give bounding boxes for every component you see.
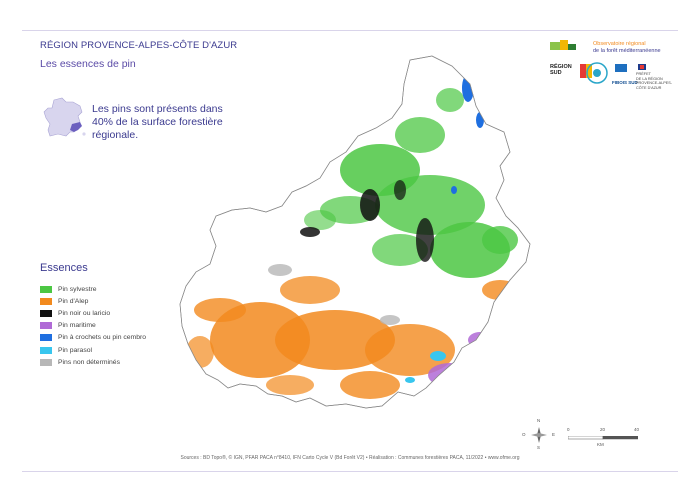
legend-swatch: [40, 309, 52, 317]
compass-east-label: E: [552, 432, 556, 437]
scale-tick-20: 20: [600, 427, 606, 432]
prefet-line-3: PROVENCE-ALPES-: [636, 81, 673, 85]
forest-patches: [186, 74, 518, 400]
stat-line: Les pins sont présents dans: [92, 103, 223, 115]
paca-highlight: [70, 122, 82, 132]
scale-tick-0: 0: [567, 427, 570, 432]
observatory-line-1: Observatoire régional: [593, 41, 646, 47]
pin-sylvestre-patches: [304, 88, 518, 278]
legend-label: Pin sylvestre: [58, 285, 97, 293]
partner-logos: [550, 40, 646, 84]
compass-rose-icon: [531, 427, 547, 443]
compass-west-label: O: [522, 432, 526, 437]
legend-item-pin-parasol: Pin parasol: [40, 344, 146, 356]
legend-label: Pin d'Alep: [58, 297, 89, 305]
region-line-2: SUD: [550, 70, 562, 76]
legend-label: Pin noir ou laricio: [58, 309, 111, 317]
map-frame: [22, 30, 678, 472]
observatory-logo-text: Observatoire régional de la forêt médite…: [593, 41, 661, 54]
legend-label: Pin à crochets ou pin cembro: [58, 334, 147, 342]
legend-item-pin-maritime: Pin maritime: [40, 320, 146, 332]
legend-swatch: [40, 285, 52, 293]
forest-stat-text: Les pins sont présents dans 40% de la su…: [92, 103, 262, 142]
legend-swatch: [40, 346, 52, 354]
region-sud-flag-icon: [580, 64, 586, 78]
legend-swatch: [40, 334, 52, 342]
compass-south-label: S: [537, 445, 541, 450]
pin-alep-patches: [186, 276, 518, 399]
map-title: Les essences de pin: [40, 58, 136, 70]
communes-forestieres-logo-icon: [586, 62, 608, 84]
observatory-line-2: de la forêt méditerranéenne: [593, 47, 661, 54]
france-inset-map: [43, 97, 86, 137]
legend-swatch: [40, 358, 52, 366]
legend-title: Essences: [40, 262, 88, 274]
scale-unit: KM: [597, 442, 604, 447]
prefet-line-2: DE LA RÉGION: [636, 76, 663, 81]
legend-item-pin-alep: Pin d'Alep: [40, 295, 146, 307]
region-sud-logo-text: RÉGION SUD: [550, 64, 572, 76]
fibois-logo-text: FIBOIS SUD: [612, 80, 638, 85]
legend-item-pin-noir: Pin noir ou laricio: [40, 307, 146, 319]
legend-label: Pin maritime: [58, 322, 96, 330]
legend-item-pin-sylvestre: Pin sylvestre: [40, 283, 146, 295]
compass-north-label: N: [537, 418, 541, 423]
pin-parasol-patches: [405, 351, 446, 383]
prefet-line-1: PRÉFET: [636, 72, 651, 76]
stat-line: 40% de la surface forestière: [92, 116, 223, 128]
pins-non-determines-patches: [268, 264, 400, 325]
region-title: RÉGION PROVENCE-ALPES-CÔTE D'AZUR: [40, 40, 238, 51]
sources-credit: Sources : BD Topo®, © IGN, PFAR PACA n°8…: [180, 455, 520, 461]
legend: Pin sylvestre Pin d'Alep Pin noir ou lar…: [40, 283, 146, 368]
legend-swatch: [40, 297, 52, 305]
fibois-logo-icon: [615, 64, 627, 72]
stat-line: régionale.: [92, 129, 139, 141]
pin-noir-patches: [300, 180, 434, 262]
scale-bar: [568, 436, 638, 440]
legend-item-pins-non-determines: Pins non déterminés: [40, 356, 146, 368]
region-line-1: RÉGION: [550, 64, 572, 70]
observatory-logo-icon: [550, 42, 560, 50]
prefet-line-4: CÔTE D'AZUR: [636, 85, 662, 90]
scale-tick-40: 40: [634, 427, 640, 432]
legend-item-pin-crochets: Pin à crochets ou pin cembro: [40, 332, 146, 344]
paca-pine-map: [179, 55, 531, 409]
legend-label: Pin parasol: [58, 346, 93, 354]
legend-swatch: [40, 322, 52, 330]
legend-label: Pins non déterminés: [58, 358, 120, 366]
prefet-logo-text: PRÉFET DE LA RÉGION PROVENCE-ALPES- CÔTE…: [636, 72, 674, 90]
